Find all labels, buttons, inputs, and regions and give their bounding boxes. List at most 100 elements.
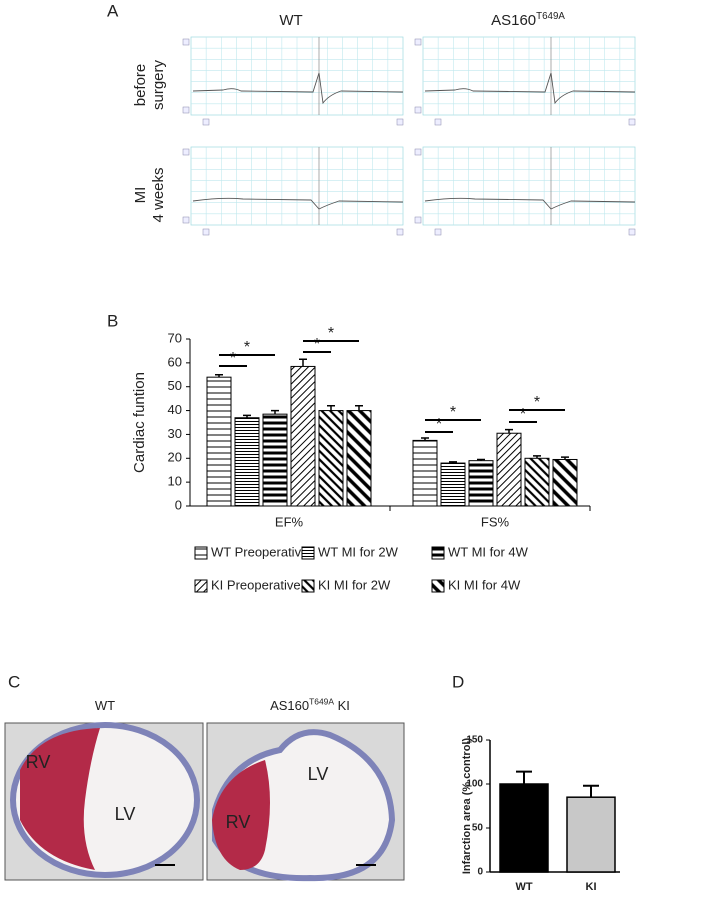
legend-swatch: [301, 579, 315, 593]
legend-swatch: [194, 579, 208, 593]
region-label: LV: [115, 804, 136, 824]
legend-swatch: [431, 579, 445, 593]
error-bar: [505, 428, 513, 434]
error-bar: [583, 784, 599, 798]
legend-swatch: [194, 546, 208, 560]
y-tick-label: 50: [472, 823, 484, 834]
region-label: LV: [308, 764, 329, 784]
bar: [346, 410, 372, 507]
ecg-plot: [182, 36, 404, 126]
legend-label: WT MI for 4W: [448, 544, 529, 559]
ecg-trace: [192, 197, 404, 210]
ecg-control: [414, 216, 422, 224]
image-title-tail: KI: [334, 698, 350, 713]
significance-label: *: [450, 404, 456, 421]
ecg-control: [182, 148, 190, 156]
ecg-control: [396, 118, 404, 126]
row-line: surgery: [150, 59, 167, 110]
histology-image: [206, 722, 405, 882]
legend-swatch: [301, 546, 315, 560]
y-axis-label: Infarction area (% control): [461, 738, 473, 875]
ecg-control: [202, 228, 210, 236]
column-title-sup: T649A: [536, 10, 565, 21]
y-tick-label: 0: [477, 867, 483, 878]
y-tick-label: 60: [168, 354, 182, 369]
legend-label: KI Preoperative: [211, 577, 301, 592]
bar: [524, 457, 550, 507]
significance-label: *: [520, 406, 526, 423]
error-bar: [477, 458, 485, 461]
x-tick-label: WT: [515, 881, 532, 893]
ecg-trace: [424, 197, 636, 210]
image-title-sup: T649A: [309, 697, 334, 707]
legend-label: WT Preoperative: [211, 544, 308, 559]
error-bar: [516, 770, 532, 784]
significance-label: *: [436, 416, 442, 433]
legend-label: KI MI for 4W: [448, 577, 521, 592]
row-line: before: [132, 64, 149, 107]
x-tick-label: FS%: [481, 514, 510, 529]
x-tick-label: KI: [586, 881, 597, 893]
bar: [468, 460, 494, 507]
error-bar: [421, 437, 429, 441]
error-bar: [561, 456, 569, 460]
ecg-plot: [414, 146, 636, 236]
legend-swatch: [431, 546, 445, 560]
column-title: AS160T649A: [491, 10, 565, 29]
myocardium: [212, 760, 270, 870]
y-tick-label: 150: [466, 735, 483, 746]
row-title: MI4 weeks: [132, 167, 167, 222]
ecg-trace: [424, 72, 636, 105]
image-title: AS160T649A KI: [270, 697, 350, 714]
histology-image: [4, 722, 204, 881]
error-bar: [271, 409, 279, 415]
significance-label: *: [230, 350, 236, 367]
bar: [440, 462, 466, 507]
bar: [566, 796, 616, 873]
bar: [412, 439, 438, 507]
ecg-control: [202, 118, 210, 126]
ecg-plot: [414, 36, 636, 126]
significance-label: *: [328, 325, 334, 342]
significance-label: *: [244, 339, 250, 356]
error-bar: [215, 374, 223, 378]
ecg-control: [414, 106, 422, 114]
y-tick-label: 20: [168, 450, 182, 465]
error-bar: [299, 358, 307, 367]
y-tick-label: 0: [175, 497, 182, 512]
bar: [290, 365, 316, 507]
y-tick-label: 50: [168, 378, 182, 393]
bar: [206, 376, 232, 507]
bar: [262, 413, 288, 507]
column-title: WT: [279, 12, 302, 29]
ecg-control: [414, 38, 422, 46]
bar: [552, 458, 578, 507]
ecg-plot: [182, 146, 404, 236]
image-title: WT: [95, 698, 115, 713]
ecg-control: [414, 148, 422, 156]
myocardium: [20, 728, 100, 870]
y-axis-label: Cardiac funtion: [131, 372, 148, 473]
ecg-control: [182, 38, 190, 46]
panel-label: B: [107, 311, 118, 330]
significance-label: *: [534, 394, 540, 411]
row-line: MI: [132, 187, 149, 204]
legend-label: WT MI for 2W: [318, 544, 399, 559]
panel-label: C: [8, 672, 20, 691]
column-title-base: WT: [279, 12, 302, 29]
significance-label: *: [314, 336, 320, 353]
bar: [318, 410, 344, 507]
image-title-base: WT: [95, 698, 115, 713]
ecg-control: [628, 228, 636, 236]
ecg-control: [628, 118, 636, 126]
y-tick-label: 70: [168, 330, 182, 345]
region-label: RV: [226, 812, 251, 832]
ecg-control: [396, 228, 404, 236]
ecg-control: [434, 118, 442, 126]
column-title-base: AS160: [491, 12, 536, 29]
y-tick-label: 40: [168, 402, 182, 417]
panel-label: D: [452, 672, 464, 691]
error-bar: [449, 461, 457, 464]
x-tick-label: EF%: [275, 514, 304, 529]
